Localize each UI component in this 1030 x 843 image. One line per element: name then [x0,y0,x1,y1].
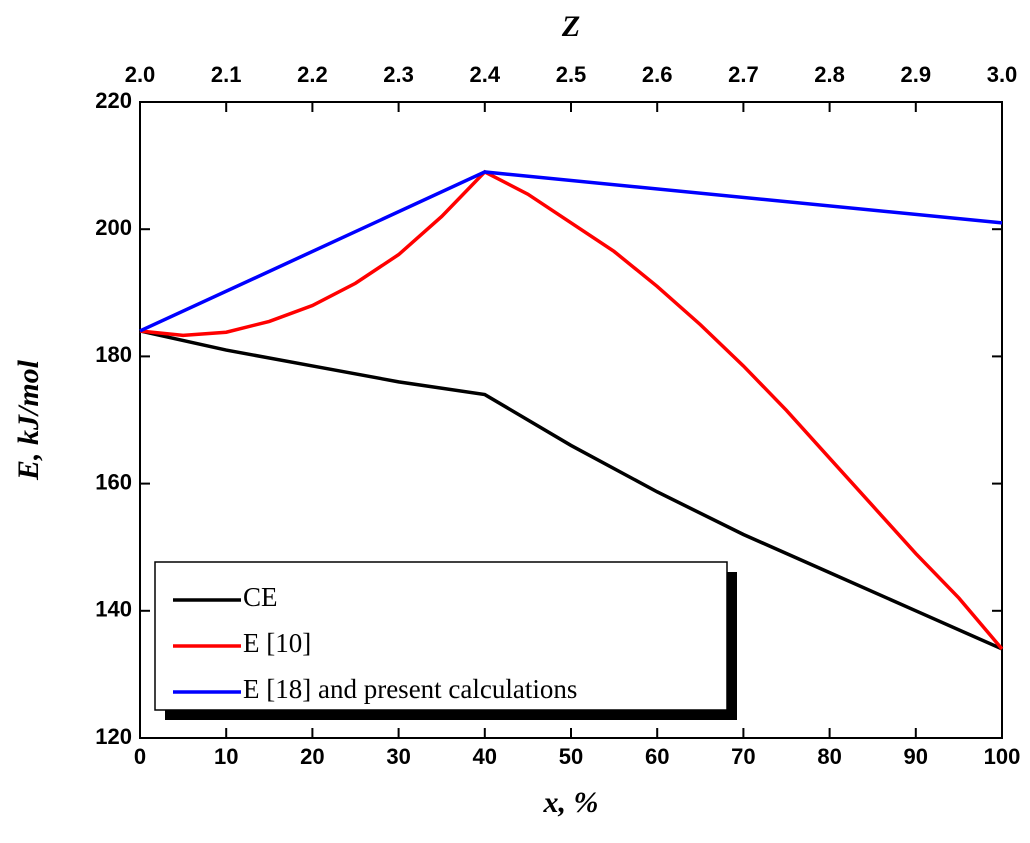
x-tick-label: 100 [984,744,1021,769]
x2-tick-label: 2.9 [901,62,932,87]
x-tick-label: 10 [214,744,238,769]
x-tick-label: 0 [134,744,146,769]
legend-label: E [10] [243,628,311,658]
x2-tick-label: 2.3 [383,62,414,87]
data-line [139,329,1003,651]
x2-tick-label: 3.0 [987,62,1018,87]
x2-tick-label: 2.4 [470,62,501,87]
x-tick-label: 60 [645,744,669,769]
x-tick-label: 20 [300,744,324,769]
x-tick-label: 40 [473,744,497,769]
legend-label: E [18] and present calculations [243,674,577,704]
x-tick-label: 30 [386,744,410,769]
x2-tick-label: 2.6 [642,62,673,87]
x2-tick-label: 2.0 [125,62,156,87]
x-tick-label: 90 [904,744,928,769]
y-tick-label: 200 [95,215,132,240]
data-line [139,170,1003,333]
y-tick-label: 160 [95,469,132,494]
legend-label: CE [243,582,278,612]
x2-tick-label: 2.7 [728,62,759,87]
x-tick-label: 50 [559,744,583,769]
x2-tick-label: 2.1 [211,62,242,87]
x2-tick-label: 2.8 [814,62,845,87]
top-axis-title: Z [561,10,580,43]
y-tick-label: 220 [95,88,132,113]
y-tick-label: 140 [95,597,132,622]
legend-box [154,561,728,711]
x-axis-title: x, % [543,786,599,819]
x2-tick-label: 2.5 [556,62,587,87]
y-axis-title: E, kJ/mol [12,359,45,481]
data-line [139,169,1004,651]
x2-tick-label: 2.2 [297,62,328,87]
y-tick-label: 180 [95,342,132,367]
x-tick-label: 80 [817,744,841,769]
y-tick-label: 120 [95,724,132,749]
x-tick-label: 70 [731,744,755,769]
